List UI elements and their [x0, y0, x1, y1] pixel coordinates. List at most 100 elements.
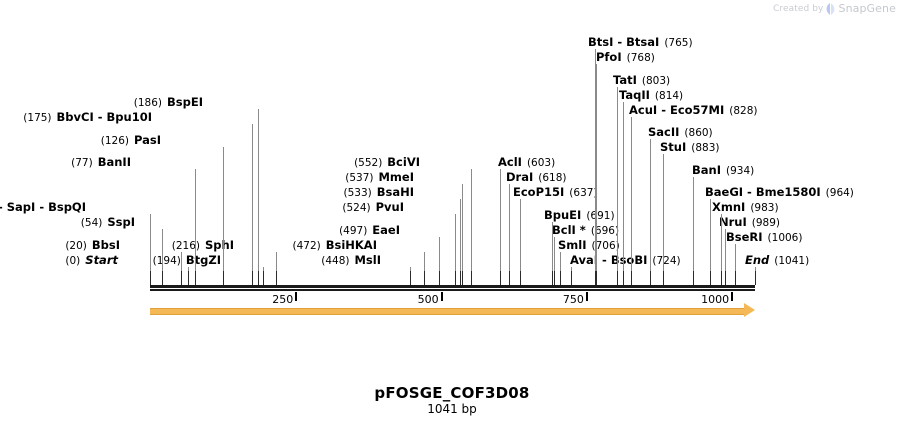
scale-label-1000: 1000	[701, 293, 730, 306]
leader-line	[554, 237, 555, 285]
enzyme-label-btsI[interactable]: BtsI - BtsaI (765)	[588, 36, 693, 50]
sequence-backbone-bottom	[150, 289, 755, 291]
enzyme-label-bciVI[interactable]: (552) BciVI	[354, 156, 420, 170]
cut-site-tick	[471, 271, 472, 285]
enzyme-label-mslI[interactable]: (448) MslI	[321, 254, 381, 268]
enzyme-name: MmeI	[378, 170, 414, 184]
enzyme-name: MslI	[354, 253, 381, 267]
cut-site-tick	[617, 271, 618, 285]
enzyme-label-btgZI[interactable]: (194) BtgZI	[153, 254, 221, 268]
enzyme-name: BanI	[692, 163, 721, 177]
enzyme-label-sspI[interactable]: (54) SspI	[81, 216, 135, 230]
enzyme-name: SspI	[107, 215, 135, 229]
enzyme-name: SmlI	[558, 238, 587, 252]
leader-line	[617, 87, 618, 285]
enzyme-label-banII[interactable]: (77) BanII	[71, 156, 131, 170]
enzyme-label-tatI[interactable]: TatI (803)	[613, 74, 670, 88]
enzyme-label-stuI[interactable]: StuI (883)	[660, 141, 719, 155]
enzyme-label-pfoI[interactable]: PfoI (768)	[596, 51, 655, 65]
enzyme-name: Start	[85, 253, 118, 267]
cut-site-tick	[520, 271, 521, 285]
enzyme-name: EcoP15I	[513, 185, 565, 199]
enzyme-label-banI[interactable]: BanI (934)	[692, 164, 754, 178]
enzyme-position: (524)	[342, 202, 371, 214]
enzyme-label-smlI[interactable]: SmlI (706)	[558, 239, 620, 253]
enzyme-label-pvuI[interactable]: (524) PvuI	[342, 201, 404, 215]
scale-tick-1000	[731, 292, 734, 301]
leader-line	[735, 244, 736, 285]
cut-site-tick	[650, 271, 651, 285]
leader-line	[195, 169, 196, 285]
enzyme-label-bsaHI[interactable]: (533) BsaHI	[343, 186, 414, 200]
enzyme-label-bseRI[interactable]: BseRI (1006)	[726, 231, 802, 245]
enzyme-position: (696)	[590, 225, 620, 237]
enzyme-name: BspQI	[48, 200, 86, 214]
enzyme-name: BtsaI	[626, 35, 660, 49]
enzyme-label-xmnI[interactable]: XmnI (983)	[712, 201, 779, 215]
enzyme-label-pasI[interactable]: (126) PasI	[101, 134, 161, 148]
cut-site-tick	[258, 271, 259, 285]
enzyme-label-bpuEI[interactable]: BpuEI (691)	[544, 209, 615, 223]
leader-line	[552, 222, 553, 285]
cut-site-tick	[455, 271, 456, 285]
enzyme-position: (618)	[538, 172, 567, 184]
enzyme-label-end[interactable]: End (1041)	[745, 254, 809, 268]
orf-arrow-head	[744, 303, 755, 317]
enzyme-name: BbsI	[91, 238, 120, 252]
enzyme-label-ecoP15I[interactable]: EcoP15I (637)	[513, 186, 598, 200]
watermark-brand: SnapGene	[838, 2, 896, 15]
cut-site-tick	[560, 271, 561, 285]
enzyme-name: Eco57MI	[669, 103, 725, 117]
enzyme-label-bbvCI[interactable]: (175) BbvCI - Bpu10I	[23, 111, 152, 125]
enzyme-position: (537)	[345, 172, 374, 184]
enzyme-label-earI[interactable]: (65)EarI - SapI - BspQI	[0, 201, 86, 215]
enzyme-label-sacII[interactable]: SacII (860)	[648, 126, 713, 140]
cut-site-tick	[596, 271, 597, 285]
enzyme-name-separator: -	[598, 253, 611, 267]
enzyme-label-sphI[interactable]: (216) SphI	[172, 239, 234, 253]
enzyme-label-eaeI[interactable]: (497) EaeI	[339, 224, 400, 238]
enzyme-position: (448)	[321, 255, 350, 267]
enzyme-label-aclI[interactable]: AclI (603)	[498, 156, 555, 170]
enzyme-label-draI[interactable]: DraI (618)	[506, 171, 567, 185]
snapgene-watermark: Created by SnapGene	[773, 2, 896, 15]
cut-site-tick	[252, 271, 253, 285]
enzyme-label-nruI[interactable]: NruI (989)	[719, 216, 780, 230]
enzyme-name: BanII	[97, 155, 131, 169]
enzyme-label-bbsI[interactable]: (20) BbsI	[65, 239, 120, 253]
enzyme-label-taqII[interactable]: TaqII (814)	[619, 89, 683, 103]
enzyme-label-start[interactable]: (0) Start	[65, 254, 118, 268]
leader-line	[596, 64, 597, 285]
orf-arrow-body[interactable]	[150, 308, 745, 315]
cut-site-tick	[755, 271, 756, 285]
enzyme-name: DraI	[506, 170, 534, 184]
scale-tick-750	[585, 292, 588, 301]
enzyme-position: (552)	[354, 157, 383, 169]
enzyme-name: BbvCI	[56, 110, 94, 124]
enzyme-position: (20)	[65, 240, 87, 252]
enzyme-position: (964)	[825, 187, 854, 199]
enzyme-name: PasI	[133, 133, 161, 147]
enzyme-name: SacII	[648, 125, 680, 139]
enzyme-position: (1041)	[774, 255, 810, 267]
enzyme-label-mmeI[interactable]: (537) MmeI	[345, 171, 414, 185]
cut-site-tick	[735, 271, 736, 285]
enzyme-name: BclI *	[552, 223, 586, 237]
enzyme-position: (186)	[133, 97, 163, 109]
plasmid-length: 1041 bp	[427, 402, 477, 416]
enzyme-label-avaI[interactable]: AvaI - BsoBI (724)	[570, 254, 681, 268]
enzyme-label-bclI[interactable]: BclI * (696)	[552, 224, 619, 238]
enzyme-label-acuI[interactable]: AcuI - Eco57MI (828)	[629, 104, 758, 118]
watermark-prefix: Created by	[772, 3, 824, 14]
enzyme-name: BsoBI	[610, 253, 648, 267]
cut-site-tick	[181, 271, 182, 285]
enzyme-position: (1006)	[767, 232, 803, 244]
enzyme-name: TaqII	[619, 88, 650, 102]
enzyme-position: (691)	[586, 210, 615, 222]
enzyme-label-bsiHKAI[interactable]: (472) BsiHKAI	[292, 239, 377, 253]
enzyme-label-baeGI[interactable]: BaeGI - Bme1580I (964)	[705, 186, 854, 200]
enzyme-name: BtgZI	[185, 253, 221, 267]
enzyme-name: StuI	[660, 140, 687, 154]
enzyme-label-bspEI[interactable]: (186) BspEI	[134, 96, 203, 110]
enzyme-name: BtsI	[588, 35, 614, 49]
